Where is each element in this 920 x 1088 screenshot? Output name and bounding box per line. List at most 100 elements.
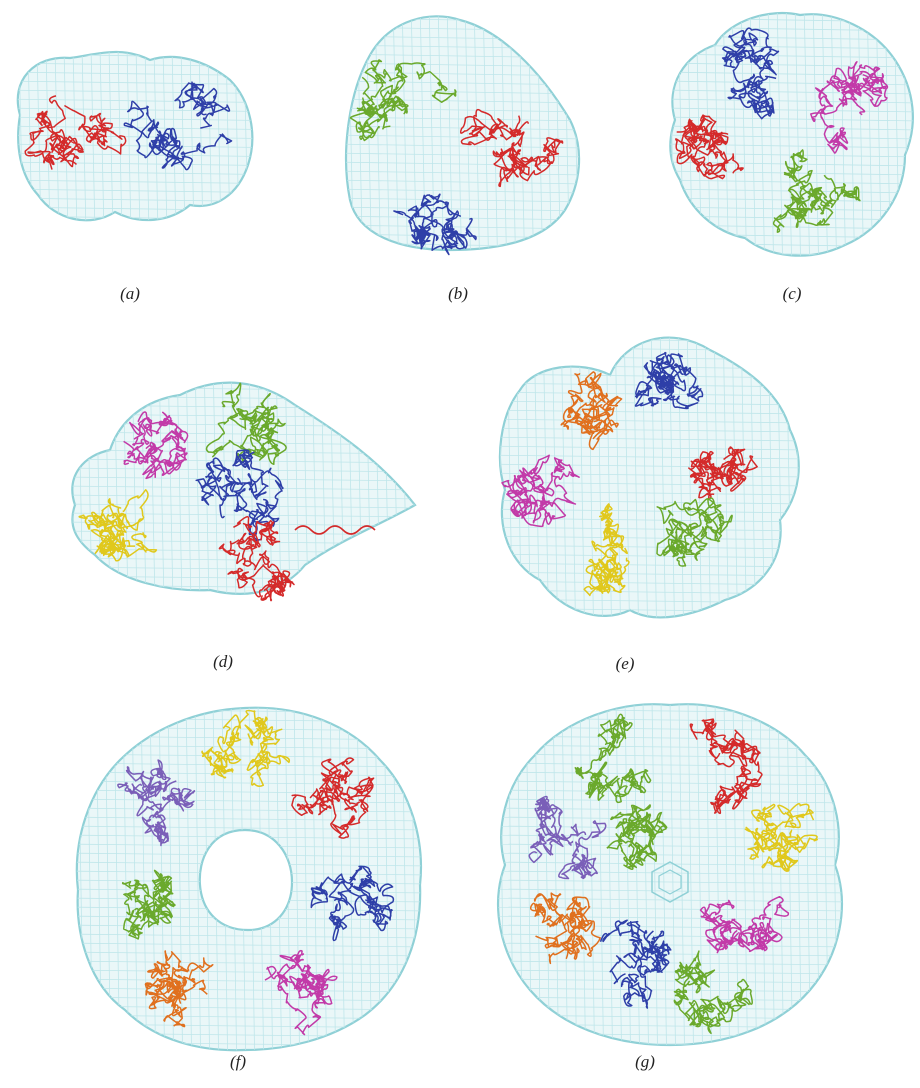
panel-g-caption: (g) — [635, 1052, 655, 1071]
ribbon-trace — [24, 122, 84, 170]
ribbon-trace — [218, 539, 295, 601]
subunit-orange — [144, 950, 214, 1028]
ribbon-trace — [529, 892, 576, 928]
ribbon-trace — [140, 777, 170, 847]
ribbon-trace — [27, 95, 77, 166]
ribbon-trace — [673, 980, 725, 1035]
ribbon-trace — [609, 920, 672, 985]
panel-d: (d) — [60, 360, 430, 671]
subunit-magenta — [501, 454, 580, 528]
ribbon-trace — [588, 503, 628, 581]
subunit-magenta — [699, 895, 790, 954]
ribbon-trace — [174, 81, 231, 129]
ribbon-trace — [221, 382, 274, 437]
ribbon-trace — [64, 104, 127, 155]
ribbon-trace — [683, 497, 733, 543]
ribbon-trace — [320, 758, 375, 813]
ribbon-trace — [232, 449, 284, 510]
ribbon-trace — [826, 64, 881, 116]
subunit-blue — [599, 919, 672, 1009]
subunit-blue — [195, 449, 284, 542]
subunit-blue — [634, 351, 704, 410]
ribbon-trace — [219, 477, 280, 542]
ribbon-trace — [459, 108, 524, 148]
ribbon-trace — [676, 114, 729, 173]
ribbon-trace — [567, 373, 619, 451]
subunit-orange — [529, 892, 601, 965]
ribbon-trace — [201, 741, 242, 779]
ribbon-trace — [696, 978, 753, 1023]
subunit-purple — [117, 759, 196, 847]
panel-d-density-map — [71, 381, 417, 602]
ribbon-trace — [195, 457, 246, 519]
panel-a-density-map — [16, 50, 254, 222]
ribbon-trace — [558, 820, 607, 880]
subunit-yellow — [583, 503, 630, 597]
ribbon-trace — [492, 121, 529, 188]
ribbon-trace — [620, 943, 661, 1009]
panel-b-caption: (b) — [448, 284, 468, 303]
subunit-red — [689, 718, 763, 815]
ribbon-trace — [310, 876, 355, 942]
ribbon-trace — [717, 446, 758, 492]
subunit-green — [772, 149, 861, 233]
panel-c: (c) — [660, 0, 920, 303]
ribbon-trace — [78, 489, 149, 548]
subunit-green-mid — [606, 804, 668, 870]
subunit-green — [349, 59, 457, 142]
ribbon-trace — [147, 950, 214, 989]
subunit-blue — [310, 865, 395, 942]
ribbon-trace — [144, 977, 208, 1010]
subunit-yellow — [201, 709, 291, 787]
ribbon-trace — [656, 519, 702, 558]
panel-e: (e) — [480, 320, 810, 673]
ribbon-trace — [610, 804, 668, 840]
panel-f-density-map — [75, 706, 422, 1052]
subunit-orange — [560, 371, 623, 451]
ribbon-trace — [123, 100, 180, 159]
ribbon-trace — [783, 149, 823, 220]
subunit-magenta — [810, 61, 889, 154]
ribbon-trace — [599, 919, 670, 974]
panel-b-density-map — [345, 15, 581, 256]
ribbon-trace — [674, 950, 716, 994]
ribbon-trace — [246, 725, 291, 787]
subunit-green — [656, 497, 733, 567]
ribbon-trace — [574, 741, 635, 801]
panel-c-density-map — [669, 11, 914, 257]
ribbon-trace — [506, 475, 577, 526]
subunit-red — [675, 114, 744, 180]
ribbon-trace — [585, 509, 624, 595]
subunit-green-bottom — [673, 950, 753, 1035]
subunit-blue — [393, 193, 477, 256]
ribbon-trace — [730, 75, 777, 120]
ribbon-trace — [90, 512, 143, 557]
panel-e-density-map — [498, 336, 800, 619]
ribbon-trace — [355, 76, 404, 142]
panel-d-caption: (d) — [213, 652, 233, 671]
ribbon-trace — [240, 405, 287, 466]
ribbon-trace — [428, 202, 468, 256]
ribbon-trace — [710, 765, 762, 815]
ribbon-trace — [150, 127, 233, 171]
subunit-red — [459, 108, 564, 188]
ribbon-trace — [741, 895, 790, 946]
subunit-yellow — [78, 489, 158, 562]
panel-c-caption: (c) — [782, 284, 802, 303]
subunit-green-top — [574, 713, 652, 804]
panel-b: (b) — [330, 0, 590, 303]
ribbon-trace — [217, 709, 274, 769]
ribbon-trace — [656, 500, 708, 567]
panel-f-caption: (f) — [229, 1052, 247, 1071]
subunit-magenta — [264, 949, 338, 1036]
subunit-red — [688, 446, 758, 500]
ribbon-trace — [675, 132, 729, 180]
ribbon-trace — [747, 803, 815, 860]
subunit-magenta — [123, 411, 189, 480]
subunit-purple — [528, 795, 607, 880]
ribbon-trace — [528, 795, 574, 864]
ribbon-trace — [264, 954, 329, 999]
ribbon-trace — [328, 865, 395, 914]
panel-g: (g) — [490, 700, 850, 1080]
ribbon-trace — [379, 62, 457, 115]
